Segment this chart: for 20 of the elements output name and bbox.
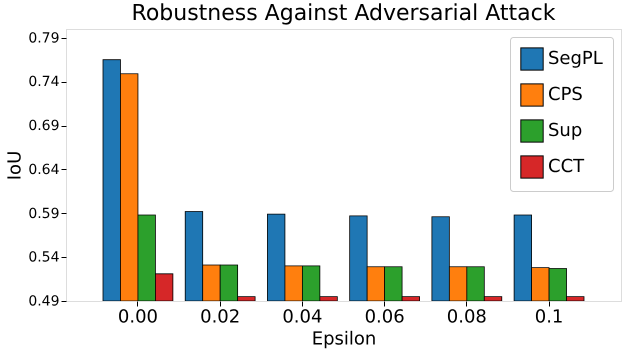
chart-title: Robustness Against Adversarial Attack — [132, 1, 556, 26]
y-tick-label: 0.59 — [28, 206, 60, 222]
legend-label: Sup — [548, 120, 582, 141]
x-tick-label: 0.06 — [364, 306, 405, 328]
legend-label: CCT — [548, 156, 586, 177]
x-tick-label: 0.04 — [282, 306, 322, 328]
x-tick-label: 0.08 — [446, 306, 487, 328]
y-tick-label: 0.54 — [28, 250, 60, 266]
legend-label: SegPL — [548, 48, 603, 69]
y-tick-label: 0.74 — [28, 74, 60, 90]
x-tick-label: 0.02 — [200, 306, 240, 328]
x-tick-label: 0.1 — [534, 306, 564, 328]
y-tick-label: 0.69 — [28, 118, 60, 134]
legend-label: CPS — [548, 84, 583, 105]
x-axis-title: Epsilon — [312, 328, 376, 350]
y-tick-label: 0.49 — [28, 294, 60, 310]
x-tick-label: 0.00 — [118, 306, 158, 328]
y-tick-label: 0.64 — [28, 162, 60, 178]
y-axis-title: IoU — [4, 150, 26, 180]
y-tick-label: 0.79 — [28, 30, 60, 46]
